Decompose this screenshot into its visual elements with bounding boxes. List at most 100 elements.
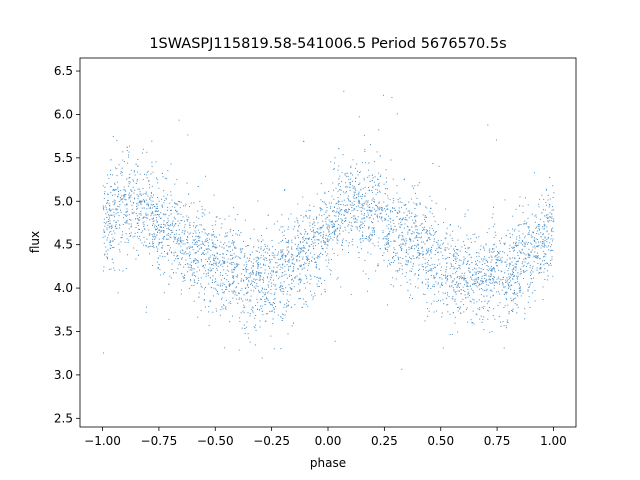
data-point (290, 253, 292, 255)
data-point (550, 230, 552, 232)
data-point (234, 263, 236, 265)
data-point (276, 275, 277, 277)
data-point (222, 275, 224, 276)
data-point (147, 170, 149, 172)
data-point (358, 184, 359, 185)
data-point (425, 206, 426, 208)
data-point (252, 273, 254, 275)
data-point (287, 246, 289, 248)
data-point (163, 220, 165, 222)
data-point (121, 174, 123, 176)
data-point (486, 295, 488, 297)
data-point (358, 225, 360, 227)
data-point (323, 231, 325, 233)
data-point (380, 218, 382, 220)
data-point (534, 300, 536, 302)
data-point (163, 202, 165, 204)
data-point (313, 248, 315, 250)
data-point (187, 134, 189, 136)
data-point (372, 177, 374, 179)
data-point (115, 213, 117, 215)
data-point (485, 273, 487, 275)
data-point (551, 209, 553, 211)
data-point (247, 291, 249, 293)
data-point (138, 228, 140, 230)
data-point (194, 230, 196, 232)
data-point (224, 218, 226, 220)
data-point (236, 274, 238, 276)
data-point (430, 207, 431, 209)
data-point (549, 204, 551, 206)
data-point (282, 293, 284, 295)
data-point (312, 226, 314, 228)
data-point (541, 241, 543, 243)
data-point (499, 260, 500, 261)
data-point (478, 255, 480, 257)
data-point (417, 243, 419, 245)
data-point (343, 90, 345, 92)
data-point (307, 255, 309, 257)
data-point (401, 201, 403, 203)
x-axis-label: phase (310, 456, 346, 470)
data-point (444, 249, 446, 251)
data-point (156, 221, 158, 223)
data-point (214, 236, 216, 238)
data-point (198, 292, 200, 294)
data-point (142, 148, 144, 150)
data-point (405, 272, 407, 274)
data-point (268, 255, 270, 256)
data-point (274, 311, 275, 313)
data-point (164, 200, 166, 201)
data-point (214, 224, 216, 226)
data-point (193, 222, 195, 224)
data-point (403, 212, 405, 214)
data-point (273, 298, 275, 300)
data-point (522, 244, 524, 246)
data-point (543, 264, 545, 266)
data-point (451, 297, 453, 299)
data-point (155, 236, 157, 238)
data-point (303, 247, 305, 249)
data-point (482, 282, 484, 284)
data-point (137, 159, 139, 160)
data-point (342, 204, 344, 206)
data-point (183, 205, 184, 207)
data-point (549, 242, 551, 244)
data-point (299, 265, 301, 267)
data-point (174, 239, 176, 241)
data-point (421, 236, 423, 238)
data-point (496, 139, 497, 141)
data-point (246, 264, 248, 266)
data-point (130, 169, 132, 171)
data-point (453, 278, 455, 280)
data-point (320, 278, 322, 280)
data-point (213, 255, 215, 257)
data-point (133, 247, 135, 249)
data-point (501, 261, 503, 263)
data-point (325, 218, 327, 220)
data-point (414, 273, 416, 275)
data-point (218, 262, 220, 264)
data-point (498, 253, 500, 255)
data-point (530, 251, 532, 253)
data-point (202, 242, 204, 244)
data-point (529, 307, 531, 308)
data-point (543, 241, 545, 243)
data-point (361, 196, 363, 197)
data-point (392, 256, 394, 258)
data-point (499, 283, 500, 285)
data-point (394, 248, 396, 250)
data-point (361, 207, 363, 208)
data-point (409, 279, 411, 281)
data-point (458, 259, 460, 261)
data-point (128, 194, 130, 196)
data-point (470, 238, 472, 240)
data-point (453, 268, 455, 270)
data-point (539, 268, 541, 270)
data-point (260, 298, 262, 300)
data-point (215, 220, 217, 222)
data-point (474, 267, 475, 269)
data-point (528, 233, 530, 235)
data-point (282, 263, 284, 265)
data-point (418, 257, 420, 259)
